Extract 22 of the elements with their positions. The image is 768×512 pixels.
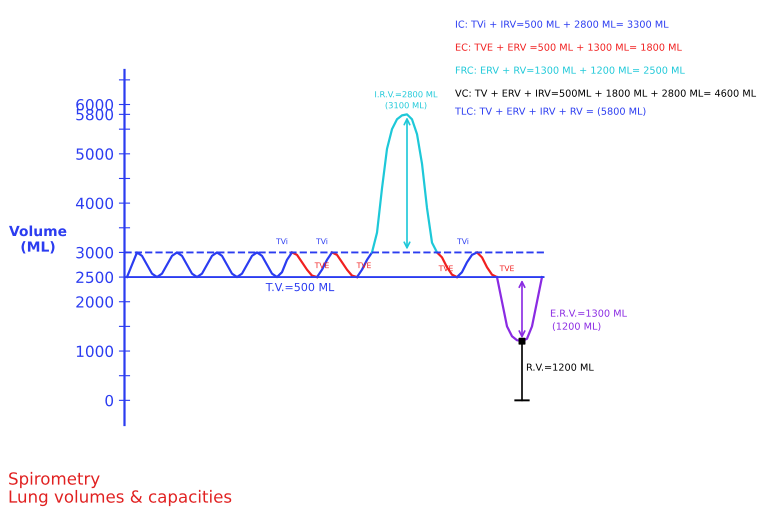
text: (1200 ML)	[552, 322, 600, 331]
annotation: (3100 ML)	[386, 102, 426, 110]
annotation: T.V.=500 ML	[266, 282, 334, 292]
text: EC: TVE + ERV =500 ML + 1300 ML= 1800 ML	[456, 43, 682, 51]
y-tick-label: 5000	[76, 148, 114, 160]
y-tick-label: 1000	[76, 346, 114, 358]
line-series	[370, 113, 438, 254]
annotation: I.R.V.=2800 ML	[375, 91, 438, 98]
text: Spirometry	[9, 472, 100, 488]
text: IC: TVi + IRV=500 ML + 2800 ML= 3300 ML	[456, 20, 669, 28]
y-tick-label: 2000	[76, 296, 114, 308]
y-tick-label: 4000	[76, 198, 114, 210]
annotation: R.V.=1200 ML	[526, 363, 594, 371]
annotation: TLC: TV + ERV + IRV + RV = (5800 ML)	[454, 107, 646, 116]
y-axis-title: Volume (ML)	[9, 226, 66, 254]
text: Lung volumes & capacities	[10, 490, 232, 506]
text: E.R.V.=1300 ML	[550, 309, 627, 317]
annotation: FRC: ERV + RV=1300 ML + 1200 ML= 2500 ML	[456, 66, 685, 74]
annotation: VC: TV + ERV + IRV=500ML + 1800 ML + 2800 ML= 4600 ML	[455, 89, 756, 97]
y-tick-label: 2500	[76, 272, 114, 284]
y-tick-label: 3000	[76, 246, 114, 258]
y-tick-label: 0	[105, 394, 114, 406]
